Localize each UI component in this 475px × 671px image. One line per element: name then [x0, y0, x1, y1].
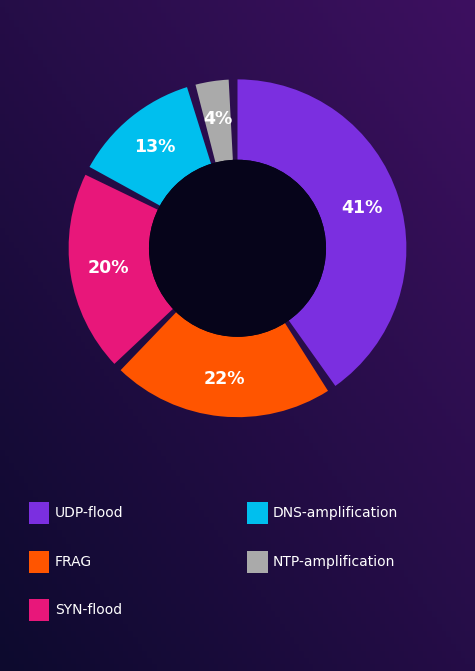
Wedge shape — [68, 174, 173, 364]
Text: 20%: 20% — [87, 259, 129, 277]
Text: 13%: 13% — [134, 138, 175, 156]
Text: UDP-flood: UDP-flood — [55, 507, 123, 520]
Circle shape — [150, 160, 325, 336]
Text: DNS-amplification: DNS-amplification — [273, 507, 399, 520]
Text: 41%: 41% — [342, 199, 383, 217]
Wedge shape — [196, 80, 233, 163]
Text: FRAG: FRAG — [55, 555, 92, 568]
Text: SYN-flood: SYN-flood — [55, 603, 122, 617]
Text: 22%: 22% — [204, 370, 245, 388]
Wedge shape — [89, 87, 211, 206]
Text: 4%: 4% — [203, 110, 232, 128]
Wedge shape — [238, 79, 407, 386]
Text: NTP-amplification: NTP-amplification — [273, 555, 396, 568]
Circle shape — [150, 160, 325, 336]
Wedge shape — [121, 311, 328, 417]
